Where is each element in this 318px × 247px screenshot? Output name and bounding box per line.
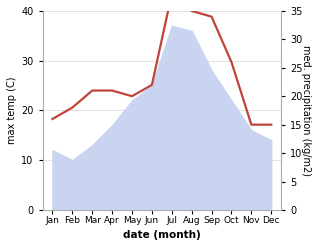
X-axis label: date (month): date (month) bbox=[123, 230, 201, 240]
Y-axis label: max temp (C): max temp (C) bbox=[7, 77, 17, 144]
Y-axis label: med. precipitation (kg/m2): med. precipitation (kg/m2) bbox=[301, 45, 311, 176]
